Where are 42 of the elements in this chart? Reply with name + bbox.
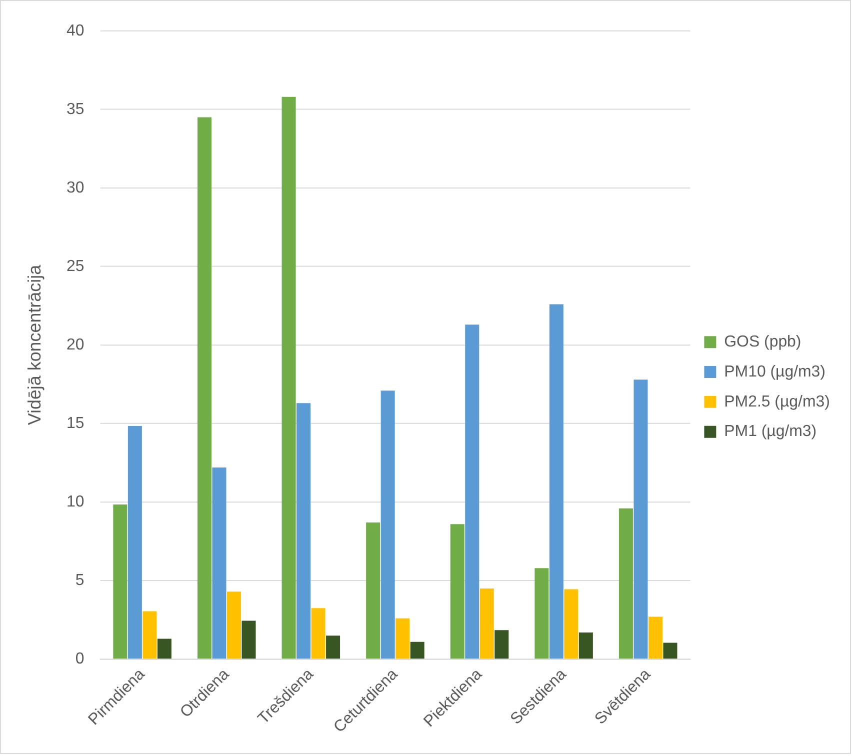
bar [534,568,549,659]
bar [242,620,256,659]
bar [564,589,578,659]
bar [226,592,241,659]
bar [113,504,128,659]
y-tick-label: 15 [66,414,84,432]
y-tick-label: 40 [66,22,84,40]
bar [128,426,142,659]
bar [410,642,424,659]
y-tick-label: 10 [66,494,84,511]
y-axis-title: Vidējā koncentrācija [24,264,45,426]
y-tick-label: 25 [66,258,84,275]
legend-label: GOS (ppb) [724,333,802,350]
bar [157,638,172,659]
bar [578,632,593,659]
y-tick-label: 0 [75,650,84,668]
bar [311,608,326,659]
bar [648,616,662,659]
bar [380,390,395,659]
bar [549,304,564,659]
bar [142,611,157,659]
y-tick-label: 5 [75,572,84,590]
bar [366,522,380,659]
y-tick-label: 35 [66,100,84,118]
bar [618,508,633,659]
bar [465,324,480,659]
bar [197,117,212,659]
bar [212,468,226,659]
y-tick-label: 20 [66,336,84,354]
bar [282,96,296,659]
bar [396,618,410,659]
legend-label: PM2.5 (µg/m3) [724,393,830,410]
bar [494,630,509,659]
bar [480,588,494,659]
legend-label: PM1 (µg/m3) [724,423,817,440]
bar [663,642,678,659]
bar [296,403,311,659]
bar [450,524,464,659]
bar [326,636,340,659]
y-tick-label: 30 [66,179,84,196]
legend-label: PM10 (µg/m3) [724,363,826,380]
bar [634,380,648,659]
